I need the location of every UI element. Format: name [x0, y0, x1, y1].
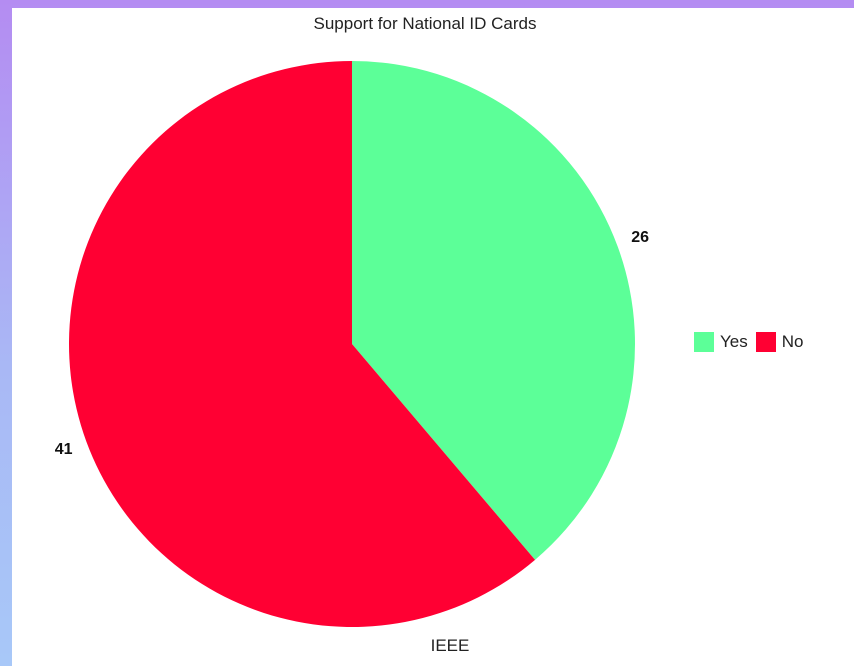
legend: Yes No [694, 332, 811, 352]
legend-item-no: No [755, 332, 804, 352]
pie-slices [68, 61, 635, 628]
legend-swatch-yes [694, 332, 714, 352]
legend-swatch-no [755, 332, 776, 352]
data-label-yes: 26 [631, 229, 649, 247]
legend-item-yes: Yes [694, 332, 748, 352]
data-label-no: 41 [54, 440, 73, 458]
legend-label-no: No [781, 332, 804, 351]
x-axis-label: IEEE [430, 636, 470, 655]
chart-title: Support for National ID Cards [313, 14, 537, 33]
pie-slice-no [68, 61, 536, 628]
legend-label-yes: Yes [720, 332, 748, 351]
pie-slice-yes [352, 61, 635, 560]
